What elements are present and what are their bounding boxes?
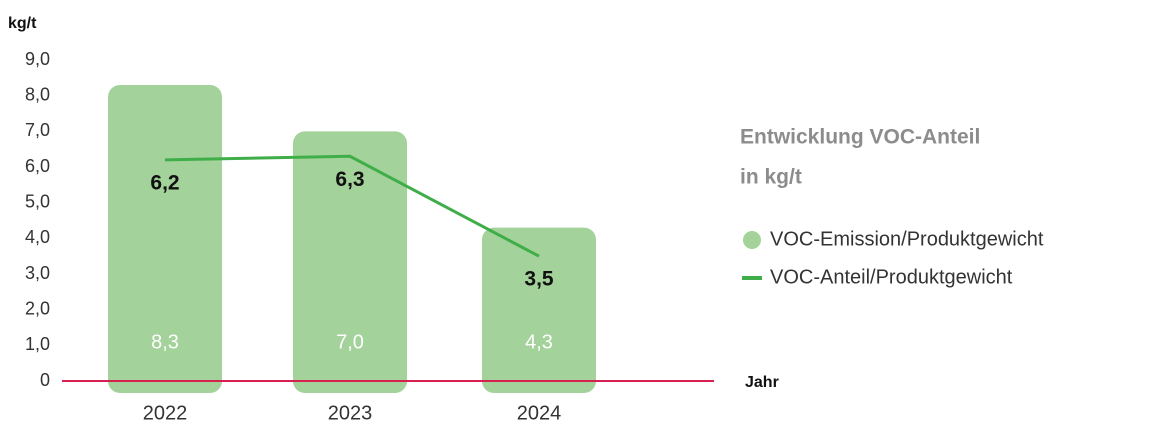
x-tick-label: 2022 — [143, 402, 188, 424]
line-value-label: 3,5 — [524, 268, 554, 291]
line-value-label: 6,3 — [335, 168, 364, 191]
chart-title: Entwicklung VOC-Anteil — [740, 126, 980, 149]
legend-label: VOC-Anteil/Produktgewicht — [770, 266, 1013, 288]
y-tick-label: 1,0 — [25, 334, 50, 354]
y-tick-label: 6,0 — [25, 156, 50, 176]
legend-label: VOC-Emission/Produktgewicht — [770, 228, 1044, 250]
bar-value-label: 8,3 — [151, 331, 179, 353]
bar — [108, 84, 222, 393]
legend-swatch — [743, 231, 761, 249]
x-tick-label: 2024 — [517, 402, 562, 424]
y-tick-label: 4,0 — [25, 227, 50, 247]
y-tick-label: 9,0 — [25, 49, 50, 69]
y-tick-label: 3,0 — [25, 263, 50, 283]
y-tick-label: 5,0 — [25, 191, 50, 211]
y-tick-label: 7,0 — [25, 120, 50, 140]
chart-title: in kg/t — [740, 166, 802, 189]
x-axis-label: Jahr — [745, 374, 779, 391]
x-tick-label: 2023 — [328, 402, 373, 424]
line — [164, 154, 540, 258]
y-tick-label: 2,0 — [25, 298, 50, 318]
bar-value-label: 7,0 — [336, 331, 364, 353]
bar — [293, 131, 407, 394]
y-tick-label: 0 — [40, 370, 50, 390]
bar — [482, 227, 596, 393]
bar-value-label: 4,3 — [525, 331, 553, 353]
y-tick-label: 8,0 — [25, 84, 50, 104]
y-axis-label: kg/t — [8, 15, 37, 32]
line-value-label: 6,2 — [150, 171, 179, 194]
